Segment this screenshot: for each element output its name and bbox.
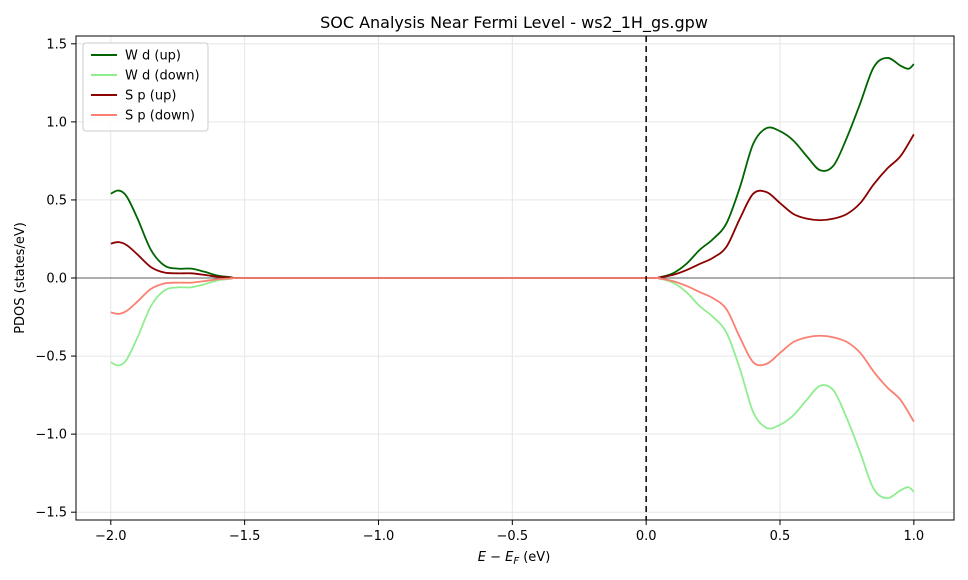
- legend-label: W d (up): [125, 49, 181, 64]
- x-tick-label: 0.0: [636, 529, 657, 544]
- x-tick-label: −0.5: [497, 529, 529, 544]
- y-tick-label: −1.0: [35, 428, 67, 443]
- x-axis-ticks: −2.0 −1.5 −1.0 −0.5 0.0 0.5 1.0: [95, 520, 924, 544]
- y-tick-label: 0.5: [46, 193, 67, 208]
- y-tick-label: −1.5: [35, 506, 67, 521]
- x-axis-label-unit: (eV): [519, 550, 550, 565]
- chart-title: SOC Analysis Near Fermi Level - ws2_1H_g…: [320, 13, 708, 33]
- y-tick-label: 1.0: [46, 115, 67, 130]
- legend-label: W d (down): [125, 69, 200, 84]
- series-line-s-p-down: [110, 277, 915, 423]
- legend-label: S p (up): [125, 89, 176, 104]
- x-tick-label: −1.5: [229, 529, 261, 544]
- x-axis-label-sub: F: [513, 556, 519, 567]
- x-axis-label: E − EF (eV): [478, 550, 551, 567]
- series-layer: [110, 56, 915, 500]
- y-axis-label: PDOS (states/eV): [13, 222, 28, 334]
- series-line-w-d-down: [110, 277, 915, 500]
- y-tick-label: 1.5: [46, 37, 67, 52]
- series-line-s-p-up: [110, 133, 915, 279]
- x-axis-label-main: E − E: [478, 550, 514, 565]
- x-tick-label: −1.0: [363, 529, 395, 544]
- legend-box: [82, 42, 209, 132]
- x-tick-label: −2.0: [95, 529, 127, 544]
- series-line-w-d-up: [110, 56, 915, 279]
- legend: W d (up) W d (down) S p (up) S p (down): [82, 42, 209, 132]
- y-tick-label: 0.0: [46, 272, 67, 287]
- y-tick-label: −0.5: [35, 350, 67, 365]
- x-tick-label: 0.5: [770, 529, 791, 544]
- legend-label: S p (down): [125, 109, 195, 124]
- x-tick-label: 1.0: [904, 529, 925, 544]
- y-axis-ticks: −1.5 −1.0 −0.5 0.0 0.5 1.0 1.5: [35, 37, 76, 521]
